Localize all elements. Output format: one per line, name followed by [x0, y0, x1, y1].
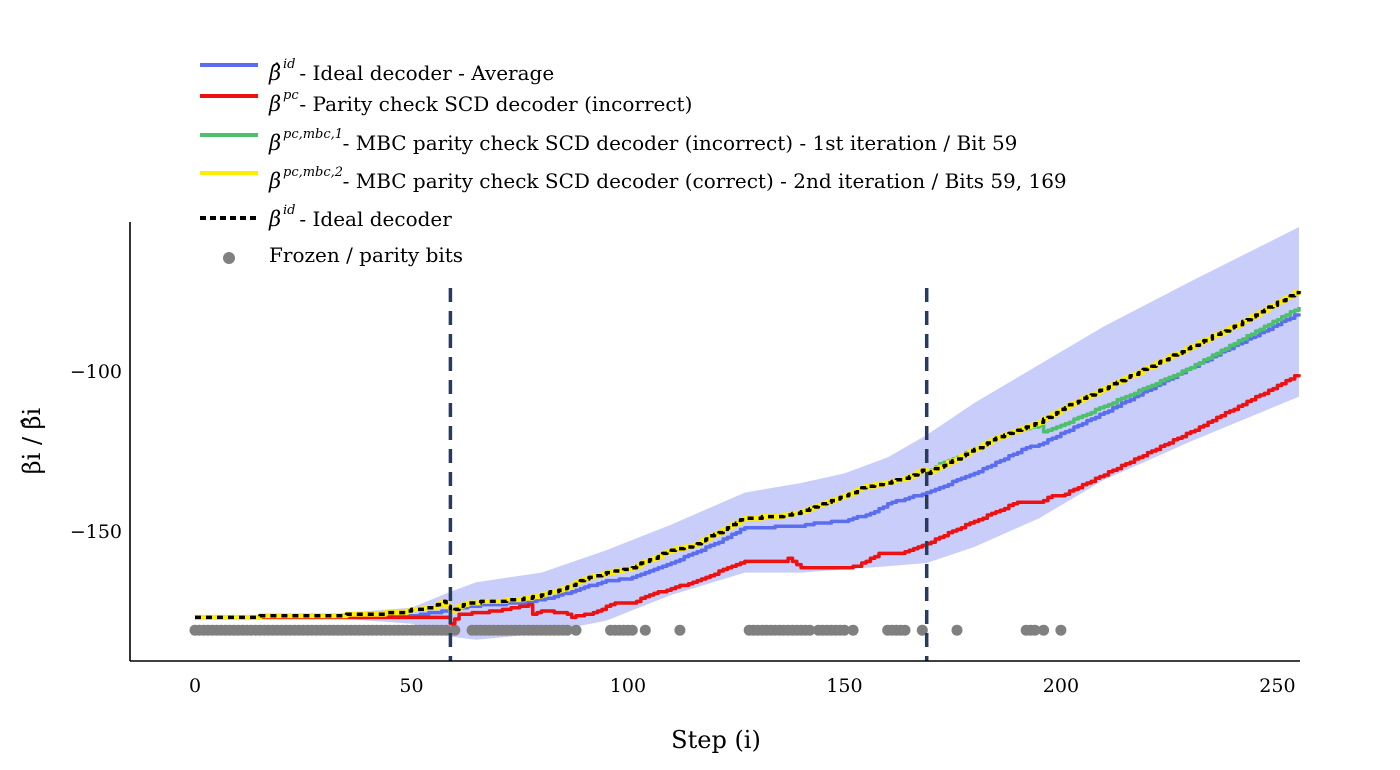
x-tick-label: 200: [1043, 675, 1079, 697]
frozen-bit-marker: [1029, 624, 1041, 636]
frozen-bit-marker: [449, 624, 461, 636]
legend-symbol: β: [268, 131, 281, 155]
legend-entry: β id - Ideal decoder: [200, 203, 452, 231]
legend-symbol: β: [268, 92, 281, 116]
legend-label: - MBC parity check SCD decoder (correct)…: [343, 169, 1067, 193]
legend-symbol: β: [268, 207, 281, 231]
frozen-bit-marker: [838, 624, 850, 636]
series-line-ideal-decoder: [195, 290, 1301, 620]
ideal-decoder-band: [195, 227, 1299, 640]
x-tick-label: 250: [1259, 675, 1295, 697]
frozen-bit-marker: [561, 624, 573, 636]
frozen-bit-marker: [626, 624, 638, 636]
frozen-bit-marker: [951, 624, 963, 636]
frozen-bit-marker: [639, 624, 651, 636]
y-tick-label: −150: [70, 521, 122, 543]
frozen-bits-layer: [189, 624, 1067, 636]
legend-label: Frozen / parity bits: [269, 243, 463, 267]
series-line-ideal-average: [195, 313, 1301, 620]
frozen-bit-marker: [899, 624, 911, 636]
frozen-bit-marker: [847, 624, 859, 636]
legend-label: - Parity check SCD decoder (incorrect): [299, 92, 692, 116]
y-axis-title: βi / β̂i: [18, 407, 46, 474]
series-line-parity-check-incorrect: [195, 374, 1301, 626]
series-layer: [195, 290, 1302, 626]
legend-superscript: pc,mbc,2: [283, 165, 343, 180]
legend-symbol: β̂: [268, 61, 281, 85]
frozen-bit-marker: [674, 624, 686, 636]
legend-entry: β pc,mbc,1 - MBC parity check SCD decoder…: [200, 127, 1017, 155]
legend-symbol: β: [268, 169, 281, 193]
legend-entry: β pc,mbc,2 - MBC parity check SCD decoder…: [200, 165, 1067, 193]
legend-entry: β pc - Parity check SCD decoder (incorrec…: [200, 88, 692, 116]
x-tick-label: 50: [399, 675, 423, 697]
legend-superscript: pc: [283, 88, 299, 103]
x-tick-label: 0: [189, 675, 201, 697]
x-tick-label: 150: [826, 675, 862, 697]
x-axis-title: Step (i): [671, 726, 761, 754]
vline-layer: [448, 288, 929, 661]
legend-label: - Ideal decoder - Average: [299, 61, 554, 85]
axes-layer: [129, 222, 1300, 662]
frozen-bit-marker: [1038, 624, 1050, 636]
legend-marker: [223, 252, 235, 264]
ideal-decoder-band-layer: [195, 227, 1299, 640]
frozen-bit-marker: [570, 624, 582, 636]
y-tick-label: −100: [70, 361, 122, 383]
frozen-bit-marker: [1055, 624, 1067, 636]
legend-superscript: id: [283, 57, 295, 72]
tick-layer: 0 50 100 150 200 250 −100 −150: [70, 361, 1296, 697]
legend-superscript: id: [283, 203, 295, 218]
x-tick-label: 100: [610, 675, 646, 697]
legend-entry: Frozen / parity bits: [223, 243, 463, 267]
frozen-bit-marker: [804, 624, 816, 636]
legend-entry: β̂ id - Ideal decoder - Average: [200, 57, 554, 85]
frozen-bit-marker: [440, 624, 452, 636]
legend-superscript: pc,mbc,1: [283, 127, 343, 142]
legend-label: - MBC parity check SCD decoder (incorrec…: [343, 131, 1018, 155]
legend-label: - Ideal decoder: [299, 207, 452, 231]
frozen-bit-marker: [916, 624, 928, 636]
